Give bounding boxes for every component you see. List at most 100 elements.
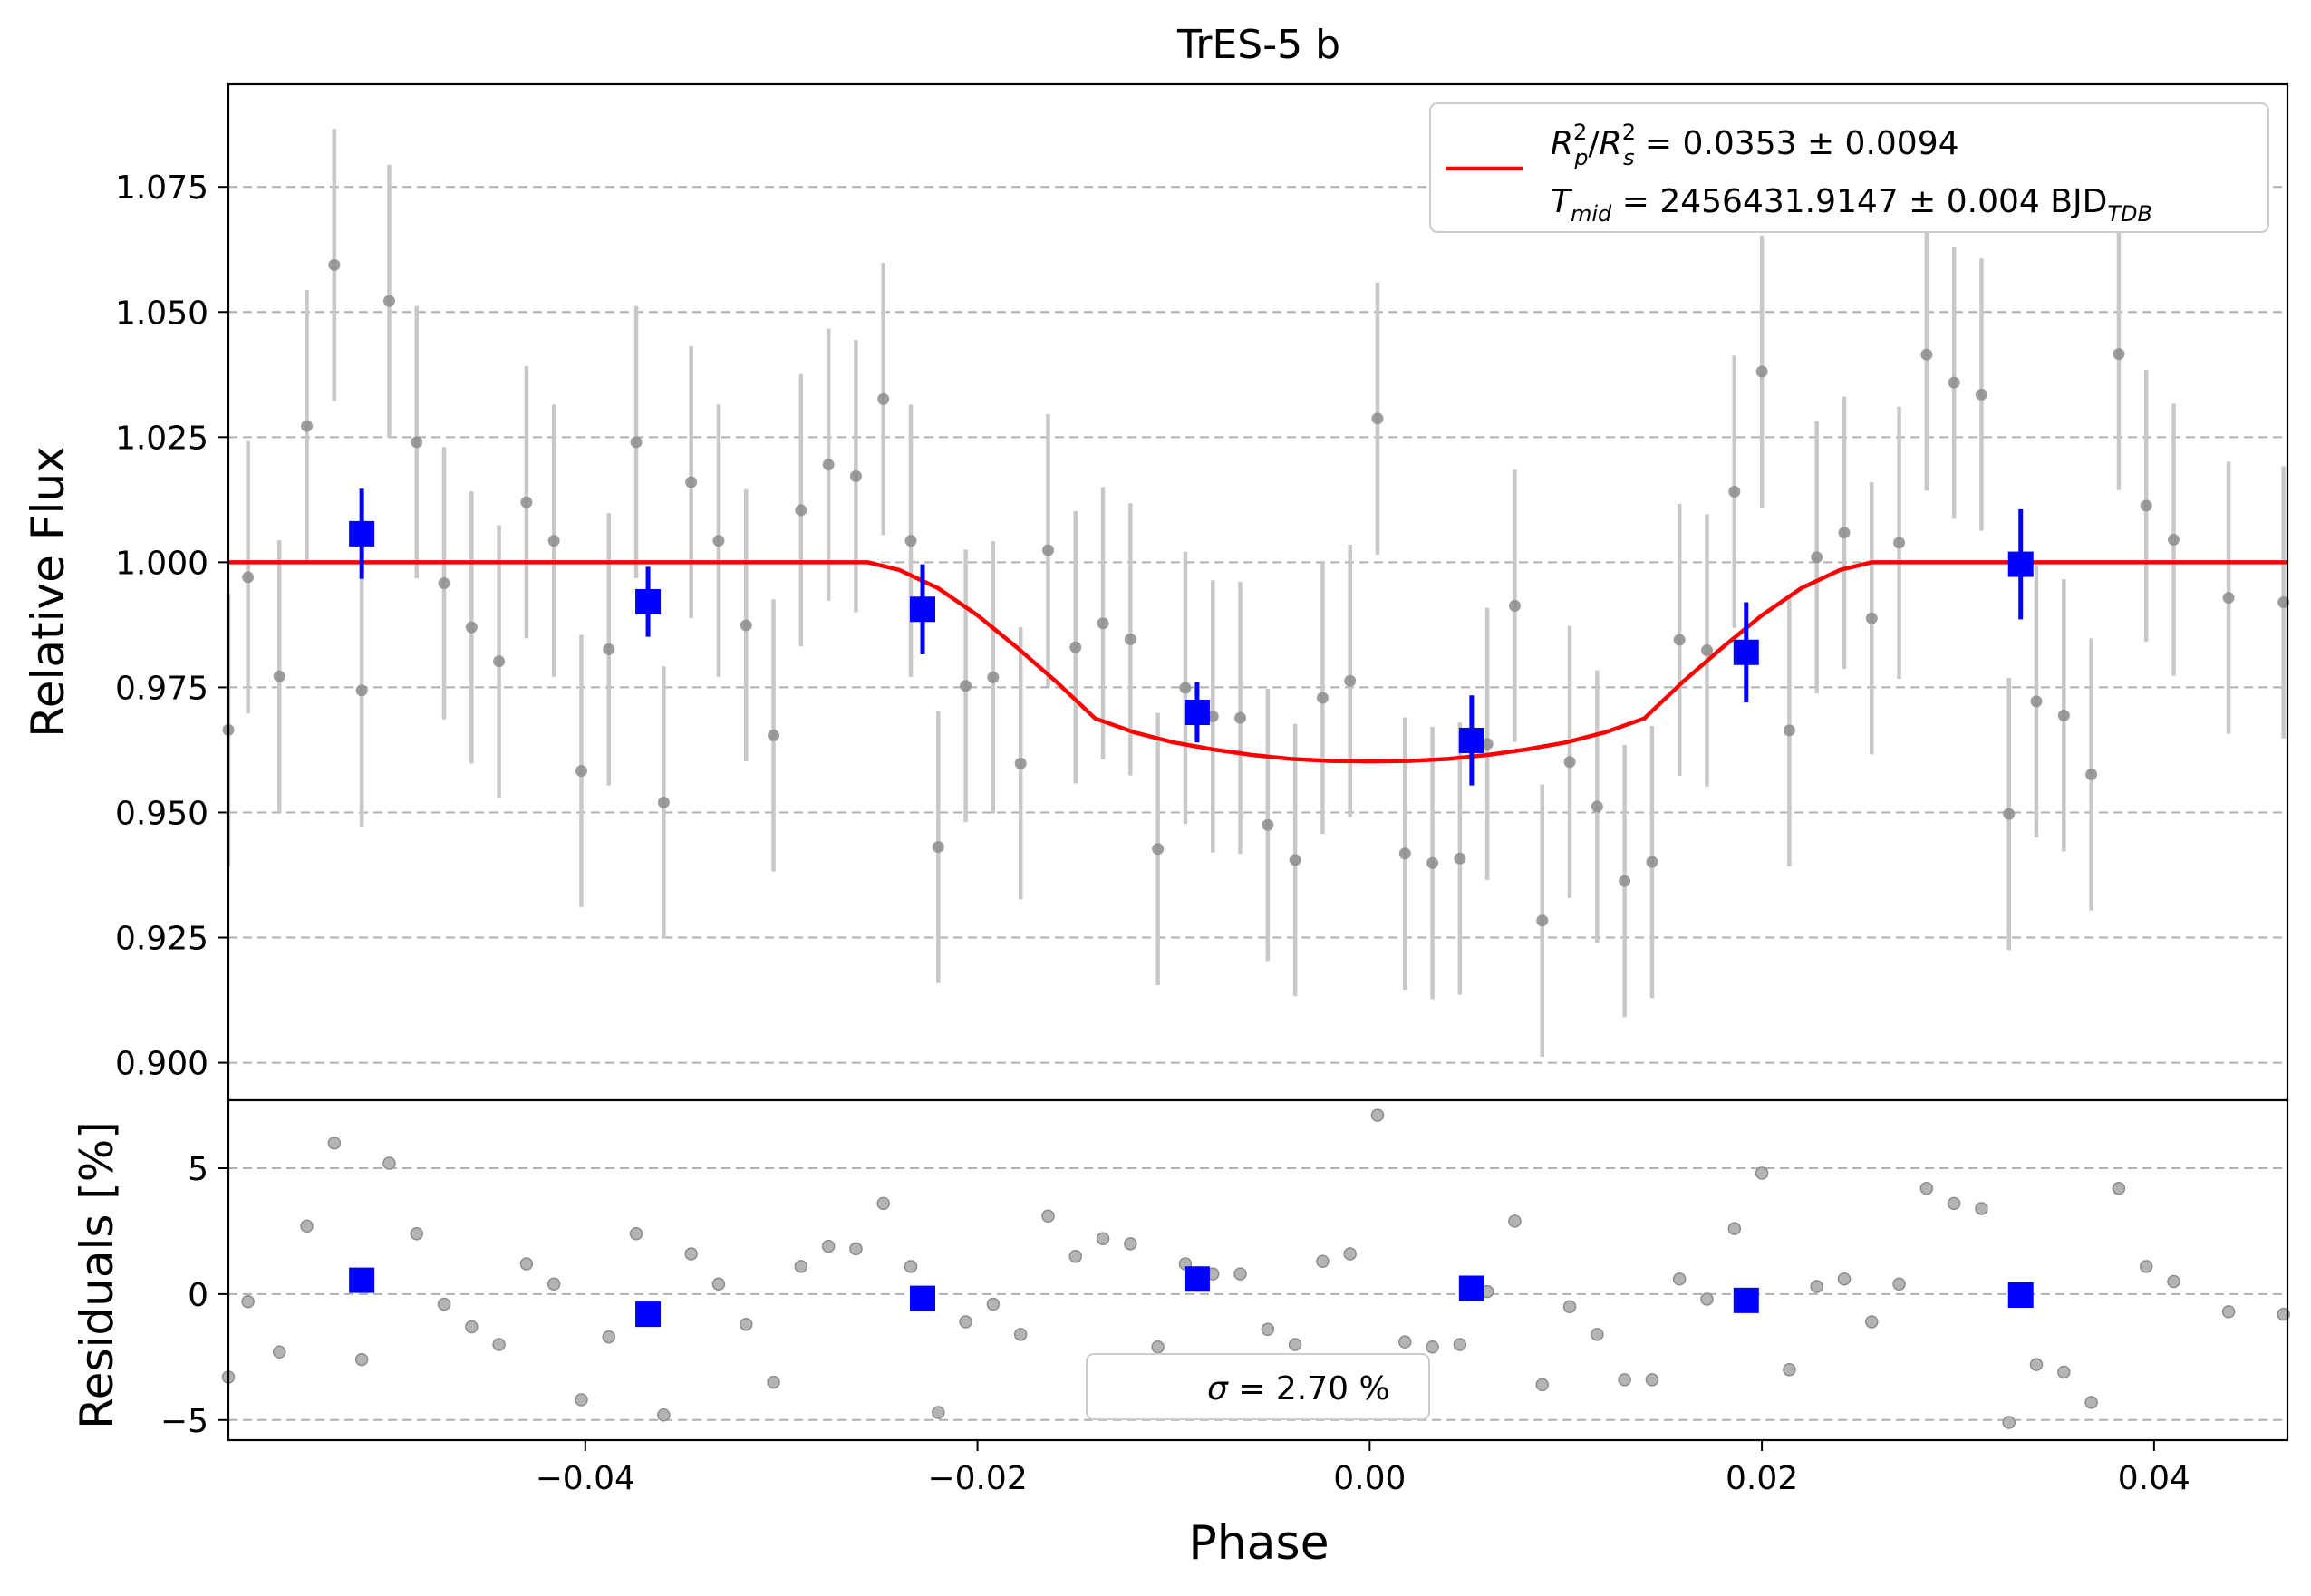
raw-point xyxy=(2003,808,2016,820)
raw-residual-point xyxy=(711,1277,726,1291)
raw-residual-point xyxy=(602,1330,616,1344)
binned-point xyxy=(1458,727,1484,753)
binned-residual-point xyxy=(1733,1287,1759,1313)
raw-residual-point xyxy=(1837,1272,1852,1286)
raw-residual-point xyxy=(1261,1322,1275,1337)
raw-point xyxy=(1454,852,1466,865)
raw-residual-point xyxy=(300,1219,314,1233)
raw-residual-point xyxy=(2221,1305,2236,1319)
raw-point xyxy=(904,535,917,547)
bottom-ytick-label: −5 xyxy=(160,1403,208,1440)
top-ytick-label: 1.000 xyxy=(115,545,208,582)
raw-point xyxy=(328,258,341,271)
raw-point xyxy=(2085,769,2098,781)
raw-residual-point xyxy=(1535,1378,1550,1392)
top-ytick-label: 1.025 xyxy=(115,420,208,457)
raw-point xyxy=(242,571,255,584)
sigma-legend: σ = 2.70 % xyxy=(1086,1353,1430,1420)
raw-residual-point xyxy=(1288,1338,1302,1351)
raw-point xyxy=(1344,674,1357,687)
top-ytick-label: 0.975 xyxy=(115,670,208,707)
raw-point xyxy=(1811,551,1823,564)
raw-residual-point xyxy=(794,1260,808,1273)
raw-point xyxy=(1701,644,1714,657)
raw-point xyxy=(1591,800,1603,813)
raw-residual-point xyxy=(1919,1181,1934,1195)
raw-residual-point xyxy=(1233,1267,1247,1281)
xtick-label: 0.00 xyxy=(1333,1460,1406,1497)
raw-residual-point xyxy=(492,1338,506,1351)
sigma-legend-text: σ = 2.70 % xyxy=(1207,1370,1390,1407)
raw-point xyxy=(2167,534,2180,547)
raw-residual-point xyxy=(1096,1232,1110,1246)
raw-point xyxy=(1289,854,1301,866)
binned-point xyxy=(635,588,662,614)
raw-point xyxy=(547,535,560,547)
x-axis-label: Phase xyxy=(1188,1516,1329,1571)
raw-point xyxy=(712,535,725,547)
top-legend: R2 p/R2 s = 0.0353 ± 0.0094 Tmid = 2456431… xyxy=(1429,102,2269,233)
top-ytick-label: 1.050 xyxy=(115,295,208,332)
raw-residual-point xyxy=(1316,1254,1330,1269)
raw-point xyxy=(1262,818,1274,831)
raw-point xyxy=(987,671,1000,683)
raw-point xyxy=(1948,376,1960,389)
top-panel-frame xyxy=(228,84,2287,1100)
raw-residual-point xyxy=(1645,1373,1659,1387)
raw-point xyxy=(575,765,587,778)
raw-residual-point xyxy=(1947,1196,1961,1211)
raw-residual-point xyxy=(739,1317,753,1331)
top-ytick-label: 0.900 xyxy=(115,1046,208,1083)
raw-residual-point xyxy=(876,1196,890,1211)
raw-point xyxy=(960,680,972,692)
raw-residual-point xyxy=(1975,1202,1988,1215)
raw-point xyxy=(465,621,478,634)
top-ytick-label: 1.075 xyxy=(115,169,208,207)
raw-point xyxy=(273,670,285,682)
raw-residual-point xyxy=(241,1294,255,1309)
raw-residual-point xyxy=(1426,1340,1439,1354)
raw-residual-point xyxy=(657,1407,671,1422)
raw-point xyxy=(795,504,807,517)
raw-residual-point xyxy=(986,1297,1001,1311)
raw-residual-point xyxy=(2029,1358,2044,1371)
raw-point xyxy=(657,796,670,808)
legend-rp-text: R2 p/R2 s = 0.0353 ± 0.0094 xyxy=(1551,120,1959,170)
raw-residual-point xyxy=(2084,1396,2098,1409)
xtick-label: −0.02 xyxy=(927,1460,1027,1497)
raw-residual-point xyxy=(1727,1222,1742,1235)
raw-point xyxy=(1920,348,1933,361)
raw-residual-point xyxy=(465,1320,479,1334)
raw-point xyxy=(1563,756,1576,769)
raw-point xyxy=(740,619,752,632)
raw-point xyxy=(1536,914,1549,927)
raw-residual-point xyxy=(959,1315,972,1329)
raw-residual-point xyxy=(904,1260,918,1273)
chart-title: TrES-5 b xyxy=(1176,22,1340,68)
bottom-ytick-label: 0 xyxy=(188,1277,208,1314)
raw-point xyxy=(2057,709,2070,721)
raw-point xyxy=(301,420,314,432)
binned-point xyxy=(2007,551,2034,577)
bottom-ytick-label: 5 xyxy=(188,1151,208,1188)
binned-residual-point xyxy=(1458,1275,1484,1301)
binned-point xyxy=(1184,700,1210,726)
bottom-ylabel: Residuals [%] xyxy=(71,1121,123,1429)
raw-point xyxy=(849,469,862,482)
raw-point xyxy=(1041,544,1054,556)
raw-point xyxy=(438,577,450,590)
raw-point xyxy=(1069,641,1082,653)
transit-model-curve xyxy=(228,560,2287,764)
raw-residual-point xyxy=(354,1352,369,1367)
raw-point xyxy=(411,436,423,449)
raw-point xyxy=(520,496,533,508)
raw-residual-point xyxy=(1370,1108,1385,1122)
raw-residual-point xyxy=(1562,1300,1577,1314)
raw-residual-point xyxy=(1453,1338,1467,1351)
top-ytick-label: 0.950 xyxy=(115,795,208,832)
xtick-label: 0.04 xyxy=(2118,1460,2190,1497)
raw-residual-point xyxy=(2139,1260,2153,1273)
raw-residual-point xyxy=(519,1257,534,1271)
raw-point xyxy=(1893,537,1906,549)
raw-point xyxy=(1975,388,1987,401)
